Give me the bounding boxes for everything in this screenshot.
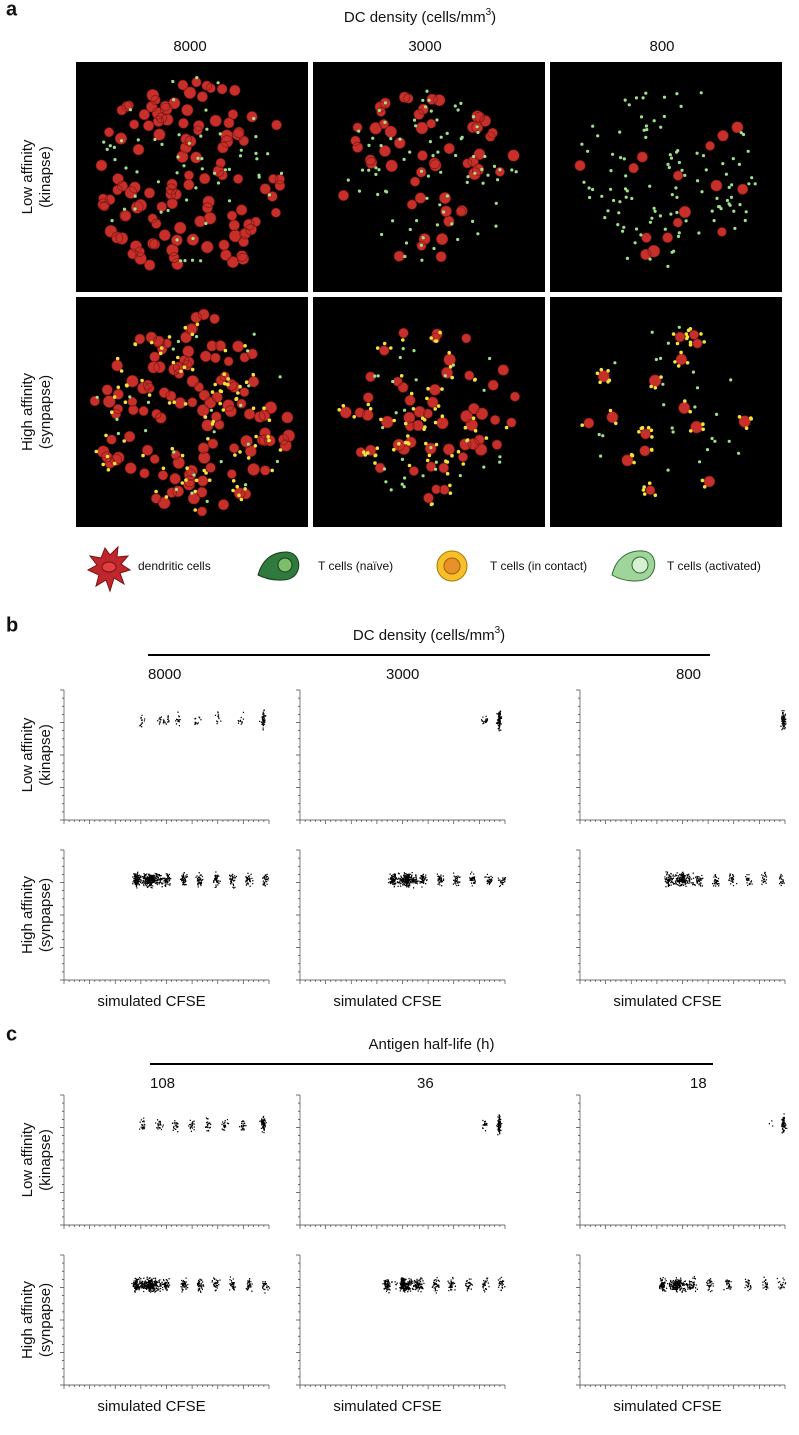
legend-label: T cells (activated)	[667, 559, 761, 573]
title-suffix: )	[491, 9, 496, 26]
plot-axes	[576, 1094, 786, 1229]
cfse-dots	[132, 871, 270, 889]
cfse-dots	[139, 1115, 267, 1134]
column-header: 3000	[408, 38, 441, 55]
row-label: (kinapse)	[37, 724, 54, 786]
plot-axes	[60, 689, 270, 824]
column-header: 18	[690, 1075, 707, 1092]
plot-axes	[576, 849, 786, 984]
panel-label: a	[6, 0, 18, 20]
x-axis-label: simulated CFSE	[613, 1398, 721, 1415]
t-cells-naive	[373, 347, 502, 492]
row-label: (synpapse)	[37, 1283, 54, 1357]
column-header: 108	[150, 1075, 175, 1092]
legend-label: T cells (in contact)	[490, 559, 587, 573]
dendritic-cells	[574, 121, 749, 260]
plot-axes	[60, 1254, 270, 1389]
plot-axes	[296, 849, 506, 984]
cfse-dots	[780, 709, 787, 731]
legend-label: T cells (naïve)	[318, 559, 393, 573]
row-label: Low affinity	[19, 717, 36, 792]
row-label: High affinity	[19, 372, 36, 451]
panel-title: Antigen half-life (h)	[369, 1036, 495, 1053]
column-header: 8000	[173, 38, 206, 55]
column-header: 800	[676, 666, 701, 683]
t-cells-contact	[337, 330, 509, 507]
plot-axes	[576, 689, 786, 824]
plot-axes	[296, 1094, 506, 1229]
plot-axes	[296, 1254, 506, 1389]
row-label: High affinity	[19, 1280, 36, 1359]
simulation-frame	[550, 62, 782, 292]
cfse-dots	[482, 1114, 503, 1136]
plot-axes	[60, 1094, 270, 1229]
row-label: (kinapse)	[37, 146, 54, 208]
title-sup: 3	[486, 7, 492, 18]
naive-nucleus	[277, 557, 293, 573]
row-label: High affinity	[19, 875, 36, 954]
activated-nucleus	[631, 556, 649, 574]
x-axis-label: simulated CFSE	[97, 993, 205, 1010]
plot-axes	[60, 849, 270, 984]
cfse-dots	[382, 1276, 506, 1294]
cfse-dots	[659, 1275, 787, 1294]
cfse-dots	[139, 709, 267, 731]
row-label: (synpapse)	[37, 878, 54, 952]
dendritic-cells	[583, 329, 751, 496]
cfse-dots	[131, 1276, 271, 1294]
row-label: (synpapse)	[37, 375, 54, 449]
column-header: 8000	[148, 666, 181, 683]
panel-label: b	[6, 614, 18, 636]
legend-icons	[86, 545, 656, 593]
x-axis-label: simulated CFSE	[613, 993, 721, 1010]
column-header: 800	[649, 38, 674, 55]
legend-label: dendritic cells	[138, 559, 211, 573]
title-text: DC density (cells/mm	[344, 9, 486, 26]
x-axis-label: simulated CFSE	[97, 1398, 205, 1415]
dc-nucleus	[101, 561, 117, 573]
cfse-dots	[664, 871, 785, 888]
dendritic-cells	[95, 77, 286, 271]
panel-title: DC density (cells/mm3)	[353, 625, 505, 644]
simulation-frame	[550, 297, 782, 527]
column-header: 3000	[386, 666, 419, 683]
panel-title: DC density (cells/mm3)	[344, 7, 496, 26]
x-axis-label: simulated CFSE	[333, 993, 441, 1010]
plot-axes	[296, 689, 506, 824]
contact-nucleus	[443, 557, 461, 575]
title-suffix: )	[500, 627, 505, 644]
plot-axes	[576, 1254, 786, 1389]
cfse-dots	[768, 1113, 788, 1134]
title-text: DC density (cells/mm	[353, 627, 495, 644]
row-label: (kinapse)	[37, 1129, 54, 1191]
x-axis-label: simulated CFSE	[333, 1398, 441, 1415]
panel-label: c	[6, 1023, 17, 1045]
column-header: 36	[417, 1075, 434, 1092]
row-label: Low affinity	[19, 139, 36, 214]
cfse-dots	[388, 871, 507, 889]
row-label: Low affinity	[19, 1122, 36, 1197]
cfse-dots	[481, 710, 503, 732]
title-sup: 3	[495, 625, 501, 636]
